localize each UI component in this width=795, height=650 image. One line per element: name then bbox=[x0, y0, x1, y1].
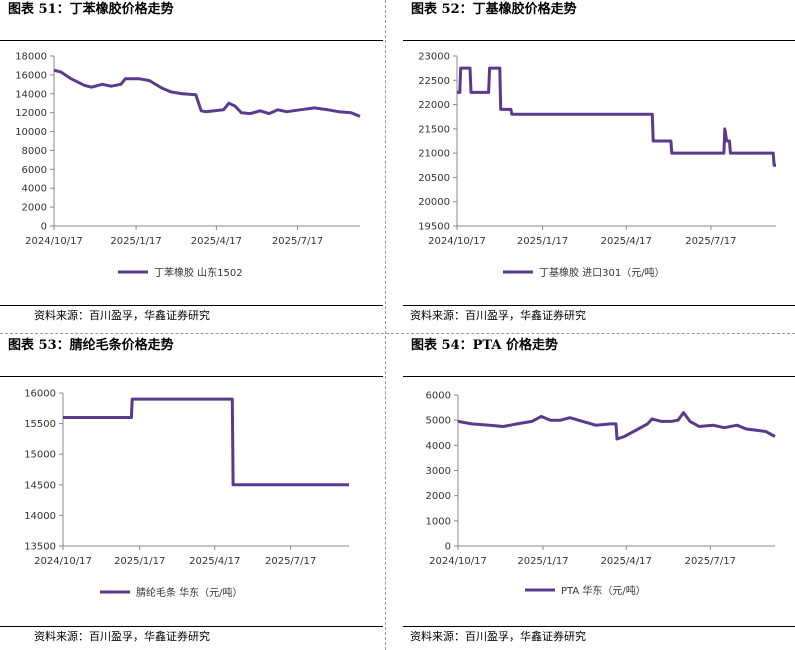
legend-label: 丁基橡胶 进口301（元/吨） bbox=[539, 266, 665, 279]
source-rule bbox=[0, 305, 383, 306]
title-rule bbox=[403, 376, 795, 377]
y-tick-label: 22500 bbox=[418, 76, 450, 87]
y-tick-label: 23000 bbox=[418, 52, 450, 63]
y-tick-label: 21500 bbox=[418, 124, 450, 135]
series-line bbox=[53, 68, 361, 118]
y-tick-label: 12000 bbox=[15, 108, 47, 119]
panel-51: 图表 51：丁苯橡胶价格走势 0 2000 4000 6000 8000 10000 120… bbox=[0, 0, 385, 333]
y-tick-label: 2000 bbox=[22, 203, 47, 214]
y-tick-label: 6000 bbox=[22, 165, 47, 176]
x-tick-label: 2024/10/17 bbox=[34, 556, 92, 567]
y-tick-label: 15500 bbox=[24, 419, 56, 430]
y-tick-label: 4000 bbox=[426, 441, 451, 452]
y-tick-label: 16000 bbox=[24, 389, 56, 400]
legend-label: PTA 华东（元/吨） bbox=[561, 584, 646, 597]
x-tick-label: 2025/4/17 bbox=[601, 556, 652, 567]
y-tick-label: 20000 bbox=[418, 197, 450, 208]
source-note: 资料来源：百川盈孚，华鑫证券研究 bbox=[410, 630, 586, 643]
y-tick-label: 4000 bbox=[22, 184, 47, 195]
y-tick-label: 5000 bbox=[426, 416, 451, 427]
y-tick-label: 10000 bbox=[15, 127, 47, 138]
panel-53: 图表 53：腈纶毛条价格走势 13500 14000 14500 15000 15500… bbox=[0, 336, 385, 650]
source-note: 资料来源：百川盈孚，华鑫证券研究 bbox=[34, 309, 210, 322]
series-line bbox=[457, 411, 776, 441]
title-rule bbox=[403, 40, 795, 41]
panel-title: 图表 54：PTA 价格走势 bbox=[411, 338, 558, 353]
horizontal-divider bbox=[0, 333, 795, 334]
x-tick-label: 2024/10/17 bbox=[428, 236, 486, 247]
y-tick-label: 15000 bbox=[24, 450, 56, 461]
legend-label: 丁苯橡胶 山东1502 bbox=[154, 266, 243, 279]
y-tick-label: 13500 bbox=[24, 542, 56, 553]
x-tick-label: 2025/1/17 bbox=[517, 236, 568, 247]
series-line bbox=[63, 397, 349, 487]
y-tick-label: 0 bbox=[445, 542, 451, 553]
series-line bbox=[457, 66, 776, 167]
y-tick-label: 2000 bbox=[426, 491, 451, 502]
y-tick-label: 14000 bbox=[24, 511, 56, 522]
x-tick-label: 2025/7/17 bbox=[272, 236, 323, 247]
y-tick-label: 3000 bbox=[426, 466, 451, 477]
source-rule bbox=[0, 626, 383, 627]
y-tick-label: 6000 bbox=[426, 391, 451, 402]
x-tick-label: 2024/10/17 bbox=[25, 236, 83, 247]
y-tick-label: 20500 bbox=[418, 173, 450, 184]
panel-title: 图表 51：丁苯橡胶价格走势 bbox=[8, 2, 174, 17]
source-note: 资料来源：百川盈孚，华鑫证券研究 bbox=[34, 630, 210, 643]
y-tick-label: 21000 bbox=[418, 149, 450, 160]
x-tick-label: 2025/4/17 bbox=[601, 236, 652, 247]
x-tick-label: 2025/4/17 bbox=[189, 556, 240, 567]
x-tick-label: 2025/7/17 bbox=[685, 556, 736, 567]
x-tick-label: 2025/1/17 bbox=[517, 556, 568, 567]
y-tick-label: 22000 bbox=[418, 100, 450, 111]
y-tick-label: 0 bbox=[41, 222, 47, 233]
y-tick-label: 18000 bbox=[15, 52, 47, 63]
x-tick-label: 2025/1/17 bbox=[114, 556, 165, 567]
chart-51: 0 2000 4000 6000 8000 10000 12000 14000 16000 180… bbox=[15, 52, 361, 279]
y-tick-label: 1000 bbox=[426, 516, 451, 527]
legend-label: 腈纶毛条 华东（元/吨） bbox=[136, 586, 243, 599]
chart-53: 13500 14000 14500 15000 15500 16000 2024/10/17… bbox=[24, 389, 349, 599]
panel-54: 图表 54：PTA 价格走势 0 1000 2000 3000 4000 5000 6000… bbox=[403, 336, 795, 650]
vertical-divider bbox=[385, 0, 386, 650]
source-rule bbox=[403, 305, 795, 306]
source-note: 资料来源：百川盈孚，华鑫证券研究 bbox=[410, 309, 586, 322]
title-rule bbox=[0, 376, 383, 377]
y-tick-label: 14500 bbox=[24, 480, 56, 491]
chart-54: 0 1000 2000 3000 4000 5000 6000 2024/10/17 2025/… bbox=[426, 391, 776, 597]
panel-title: 图表 52：丁基橡胶价格走势 bbox=[411, 2, 577, 17]
y-tick-label: 19500 bbox=[418, 222, 450, 233]
x-tick-label: 2025/7/17 bbox=[685, 236, 736, 247]
source-rule bbox=[403, 626, 795, 627]
x-tick-label: 2025/7/17 bbox=[265, 556, 316, 567]
y-tick-label: 8000 bbox=[22, 146, 47, 157]
panel-title: 图表 53：腈纶毛条价格走势 bbox=[8, 338, 174, 353]
y-tick-label: 14000 bbox=[15, 89, 47, 100]
panel-52: 图表 52：丁基橡胶价格走势 19500 20000 20500 21000 21500… bbox=[403, 0, 795, 333]
x-tick-label: 2024/10/17 bbox=[429, 556, 487, 567]
chart-52: 19500 20000 20500 21000 21500 22000 22500 23000… bbox=[418, 52, 776, 279]
y-tick-label: 16000 bbox=[15, 70, 47, 81]
x-tick-label: 2025/4/17 bbox=[191, 236, 242, 247]
x-tick-label: 2025/1/17 bbox=[110, 236, 161, 247]
title-rule bbox=[0, 40, 383, 41]
